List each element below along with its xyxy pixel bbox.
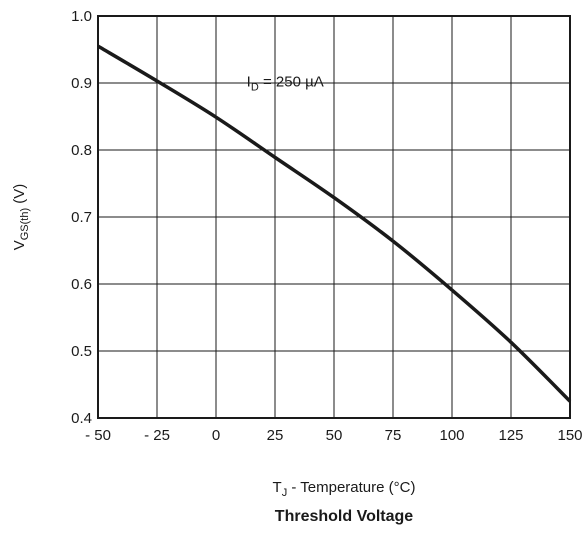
y-tick-label: 0.5 bbox=[71, 343, 92, 360]
chart-title: Threshold Voltage bbox=[275, 508, 413, 525]
curve-layer bbox=[97, 44, 572, 403]
series-line-0 bbox=[97, 44, 572, 403]
x-tick-labels: - 50 - 25 0 25 50 75 100 125 150 bbox=[85, 427, 582, 444]
x-tick-label: - 25 bbox=[144, 427, 170, 444]
curve-annotation: ID = 250 µA bbox=[247, 74, 324, 94]
x-tick-label: 75 bbox=[385, 427, 402, 444]
x-tick-label: 100 bbox=[439, 427, 464, 444]
grid bbox=[97, 15, 571, 419]
x-axis-label: TJ - Temperature (°C) bbox=[273, 479, 416, 499]
y-axis-label: VGS(th) (V) bbox=[11, 184, 31, 251]
y-tick-label: 0.4 bbox=[71, 410, 92, 427]
y-tick-labels: 0.4 0.5 0.6 0.7 0.8 0.9 1.0 bbox=[71, 8, 92, 427]
x-tick-label: 25 bbox=[267, 427, 284, 444]
x-tick-label: 50 bbox=[326, 427, 343, 444]
y-tick-label: 0.8 bbox=[71, 142, 92, 159]
y-tick-label: 1.0 bbox=[71, 8, 92, 25]
x-tick-label: 150 bbox=[557, 427, 582, 444]
y-tick-label: 0.7 bbox=[71, 209, 92, 226]
x-tick-label: 125 bbox=[498, 427, 523, 444]
x-tick-label: 0 bbox=[212, 427, 220, 444]
x-tick-label: - 50 bbox=[85, 427, 111, 444]
y-tick-label: 0.9 bbox=[71, 75, 92, 92]
y-tick-label: 0.6 bbox=[71, 276, 92, 293]
plot-frame bbox=[97, 15, 571, 419]
